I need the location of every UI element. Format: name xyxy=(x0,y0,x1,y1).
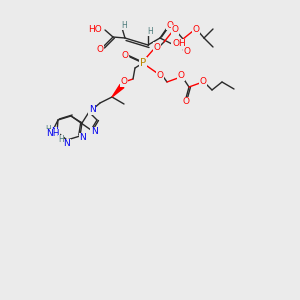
Text: O: O xyxy=(184,47,190,56)
Text: N: N xyxy=(80,134,86,142)
Text: H: H xyxy=(121,20,127,29)
Text: H: H xyxy=(147,26,153,35)
Text: O: O xyxy=(193,25,200,34)
Text: O: O xyxy=(157,70,164,80)
Text: N: N xyxy=(51,128,57,136)
Text: O: O xyxy=(172,26,178,34)
Text: HO: HO xyxy=(88,26,102,34)
Text: NH: NH xyxy=(46,130,60,139)
Text: O: O xyxy=(97,44,104,53)
Text: N: N xyxy=(64,140,70,148)
Text: O: O xyxy=(154,43,160,52)
Text: O: O xyxy=(167,20,173,29)
Text: H: H xyxy=(45,124,51,134)
Text: O: O xyxy=(121,77,128,86)
Polygon shape xyxy=(112,84,124,97)
Text: H: H xyxy=(58,136,64,145)
Text: O: O xyxy=(178,71,184,80)
Text: O: O xyxy=(200,76,206,85)
Text: N: N xyxy=(91,128,98,136)
Text: O: O xyxy=(122,50,128,59)
Text: OH: OH xyxy=(172,40,186,49)
Text: N: N xyxy=(88,106,95,115)
Text: O: O xyxy=(182,98,190,106)
Text: P: P xyxy=(140,58,146,68)
